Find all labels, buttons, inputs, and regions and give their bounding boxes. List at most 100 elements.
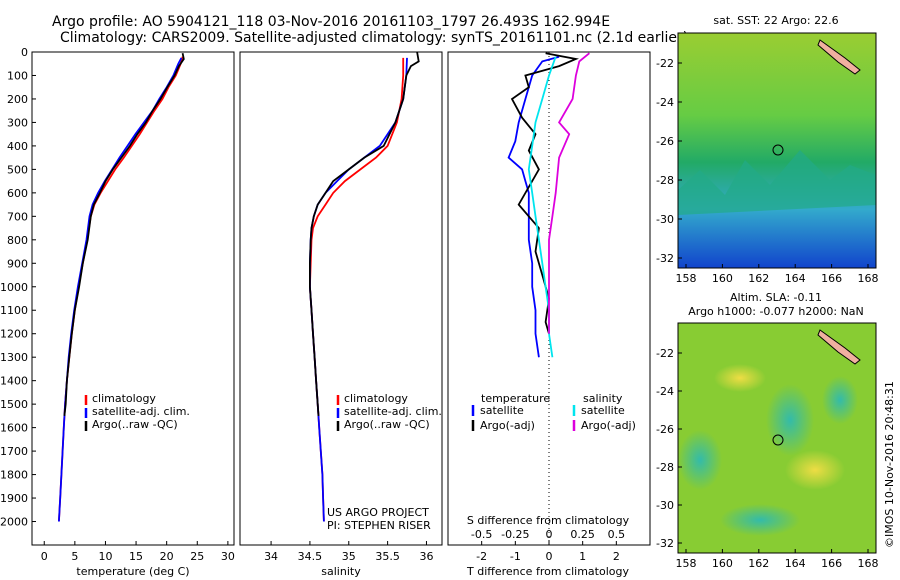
x-tick-label: 35 (342, 550, 356, 563)
sla-map-high-2 (785, 450, 845, 490)
x-tick-label: 34.5 (298, 550, 323, 563)
lon-tick-label: 160 (712, 272, 733, 285)
depth-tick-label: 500 (7, 163, 28, 176)
lat-tick-label: -28 (656, 174, 674, 187)
sla-map-panel: Altim. SLA: -0.11 Argo h1000: -0.077 h20… (656, 291, 878, 570)
difference-panel: -2 -1 0 1 2 -0.5 -0.25 0 0.25 0.5 S difference fr… (447, 51, 651, 578)
x-tick-label: 30 (221, 550, 235, 563)
x-tick-label: 0 (41, 550, 48, 563)
lat-tick-label: -30 (656, 499, 674, 512)
depth-tick-label: 200 (7, 93, 28, 106)
sst-map-panel: sat. SST: 22 Argo: 22.6 -22 -24 -26 -28 -30 -… (656, 14, 878, 285)
legend-label-sat: satellite-adj. clim. (344, 405, 442, 418)
depth-tick-label: 2000 (0, 516, 28, 529)
s-diff-tick-label: 0 (546, 528, 553, 541)
x-tick-label: 25 (190, 550, 204, 563)
depth-tick-label: 300 (7, 116, 28, 129)
sst-map-profile-marker (772, 144, 784, 156)
legend-label-s-argo: Argo(-adj) (581, 419, 636, 432)
sla-map-low-3 (822, 376, 858, 424)
series-argo-raw-qc (308, 51, 420, 416)
legend-label-clim: climatology (92, 392, 156, 405)
salinity-panel: 34 34.5 35 35.5 36 salinity climatology sate… (239, 51, 443, 578)
lon-tick-label: 158 (676, 557, 697, 570)
temperature-legend: climatology satellite-adj. clim. Argo(..… (84, 392, 190, 431)
sla-map-title-2: Argo h1000: -0.077 h2000: NaN (688, 305, 864, 318)
depth-tick-label: 1600 (0, 422, 28, 435)
depth-tick-label: 1900 (0, 492, 28, 505)
x-tick-label: -1 (510, 550, 521, 563)
x-tick-label: 1 (579, 550, 586, 563)
lat-tick-label: -26 (656, 423, 674, 436)
sla-map-land (817, 329, 861, 365)
series-t-satellite (507, 55, 560, 358)
depth-tick-label: 1700 (0, 445, 28, 458)
temperature-xlabel: temperature (deg C) (76, 565, 189, 578)
lon-tick-label: 164 (785, 272, 806, 285)
sla-map-frame (677, 322, 877, 554)
x-tick-label: 36 (419, 550, 433, 563)
series-s-argo (548, 52, 590, 334)
x-tick-label: 2 (613, 550, 620, 563)
imos-stamp: ©IMOS 10-Nov-2016 20:48:31 (883, 381, 896, 548)
depth-tick-label: 800 (7, 234, 28, 247)
series-s-satellite (527, 56, 557, 358)
legend-label-argo: Argo(..raw -QC) (344, 418, 430, 431)
x-tick-label: 20 (160, 550, 174, 563)
series-climatology (308, 57, 405, 522)
sla-map-profile-marker (772, 434, 784, 446)
lon-tick-label: 160 (712, 557, 733, 570)
salinity-axes (239, 51, 443, 546)
legend-label-s-sat: satellite (581, 404, 625, 417)
lat-tick-label: -32 (656, 537, 674, 550)
sla-map-high-1 (714, 364, 766, 392)
sst-map-land (817, 39, 861, 75)
sla-map-low-2 (678, 430, 722, 490)
difference-legend: temperature salinity satellite Argo(-adj… (471, 392, 636, 432)
depth-tick-label: 0 (21, 46, 28, 59)
x-tick-label: 35.5 (375, 550, 400, 563)
legend-label-argo: Argo(..raw -QC) (92, 418, 178, 431)
lon-tick-label: 166 (821, 272, 842, 285)
lon-tick-label: 168 (858, 272, 879, 285)
x-tick-label: 10 (98, 550, 112, 563)
depth-tick-label: 1200 (0, 328, 28, 341)
legend-title-salinity: salinity (583, 392, 623, 405)
sla-map-low-4 (720, 504, 800, 536)
depth-tick-label: 900 (7, 257, 28, 270)
temperature-panel: 0100200300400500600700800900100011001200… (0, 46, 235, 578)
credit-project: US ARGO PROJECT (327, 506, 429, 519)
depth-tick-label: 400 (7, 140, 28, 153)
difference-top-xlabel: S difference from climatology (467, 514, 630, 527)
temperature-axes (31, 51, 235, 546)
depth-tick-label: 1500 (0, 398, 28, 411)
depth-tick-label: 1100 (0, 304, 28, 317)
lon-tick-label: 168 (858, 557, 879, 570)
s-diff-tick-label: 0.5 (608, 528, 626, 541)
lat-tick-label: -24 (656, 385, 674, 398)
lon-tick-label: 158 (676, 272, 697, 285)
depth-tick-label: 1000 (0, 281, 28, 294)
lat-tick-label: -22 (656, 57, 674, 70)
legend-title-temperature: temperature (481, 392, 550, 405)
depth-tick-label: 600 (7, 187, 28, 200)
x-tick-label: 15 (129, 550, 143, 563)
x-tick-label: 34 (264, 550, 278, 563)
lat-tick-label: -22 (656, 347, 674, 360)
salinity-xlabel: salinity (321, 565, 361, 578)
legend-label-t-sat: satellite (480, 404, 524, 417)
depth-tick-label: 1400 (0, 375, 28, 388)
sst-map-front (678, 150, 876, 215)
lat-tick-label: -30 (656, 213, 674, 226)
lat-tick-label: -24 (656, 96, 674, 109)
legend-label-t-argo: Argo(-adj) (480, 419, 535, 432)
lon-tick-label: 162 (748, 272, 769, 285)
lon-tick-label: 164 (785, 557, 806, 570)
sla-map-title-1: Altim. SLA: -0.11 (730, 291, 822, 304)
lat-tick-label: -26 (656, 135, 674, 148)
x-tick-label: -2 (476, 550, 487, 563)
salinity-legend: climatology satellite-adj. clim. Argo(..… (336, 392, 442, 431)
header-line-1: Argo profile: AO 5904121_118 03-Nov-2016… (52, 14, 611, 30)
difference-xlabel: T difference from climatology (466, 565, 629, 578)
lat-tick-label: -32 (656, 252, 674, 265)
